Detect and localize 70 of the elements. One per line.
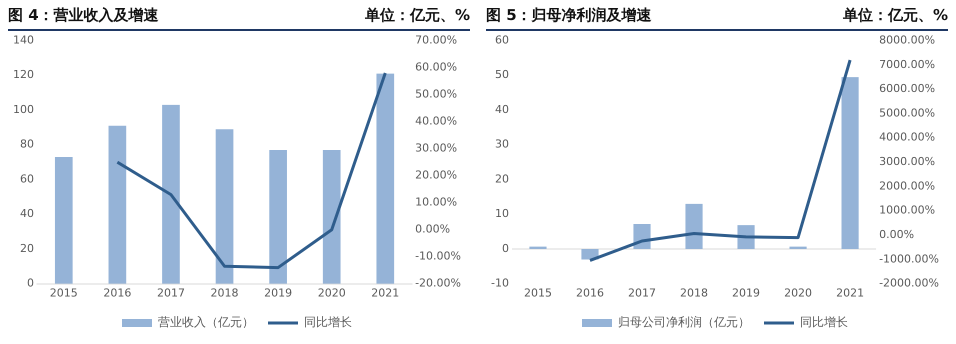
x-tick-label: 2021: [836, 286, 864, 300]
y2-tick-label: 3000.00%: [879, 155, 936, 168]
x-tick-label: 2020: [318, 286, 346, 300]
bar: [322, 150, 341, 284]
legend-label: 同比增长: [304, 315, 352, 330]
chart-title: 图 5：归母净利润及增速: [486, 6, 652, 25]
y2-tick-label: -20.00%: [415, 276, 462, 290]
y-tick-label: 30: [494, 138, 509, 151]
x-tick-label: 2015: [50, 286, 78, 300]
x-tick-label: 2017: [156, 286, 185, 300]
y-tick-label: 120: [12, 68, 34, 82]
bar: [162, 104, 180, 284]
y-tick-label: 60: [20, 172, 34, 186]
y2-tick-label: 2000.00%: [879, 179, 936, 192]
y2-tick-label: 50.00%: [415, 88, 458, 101]
bar: [216, 129, 234, 284]
y-tick-label: 50: [494, 68, 509, 82]
y2-tick-label: 0.00%: [879, 228, 914, 242]
bar: [842, 77, 859, 250]
bar: [54, 156, 73, 284]
y2-tick-label: 1000.00%: [879, 204, 936, 217]
bar: [529, 246, 547, 250]
y2-tick-label: -2000.00%: [879, 276, 940, 290]
y2-tick-label: 60.00%: [415, 60, 458, 74]
y2-tick-label: 20.00%: [415, 168, 458, 182]
y-tick-label: 40: [494, 102, 509, 116]
y-tick-label: -10: [491, 276, 509, 290]
x-tick-label: 2018: [210, 286, 239, 300]
y-tick-label: 80: [20, 138, 34, 151]
bar: [685, 204, 703, 250]
x-tick-label: 2021: [371, 286, 400, 300]
x-tick-label: 2016: [103, 286, 132, 300]
x-tick-label: 2019: [732, 286, 760, 300]
bar: [269, 150, 287, 284]
y2-tick-label: -10.00%: [415, 250, 462, 263]
bar: [108, 126, 126, 284]
y-tick-label: 40: [20, 207, 34, 220]
y-tick-label: 60: [494, 33, 509, 46]
y-tick-label: 20: [494, 172, 509, 186]
chart-title: 图 4：营业收入及增速: [8, 6, 159, 25]
y-tick-label: 100: [12, 102, 34, 116]
y2-tick-label: 8000.00%: [879, 33, 936, 46]
y-tick-label: 20: [20, 242, 34, 255]
x-tick-label: 2016: [576, 286, 604, 300]
y2-tick-label: 70.00%: [415, 33, 458, 46]
y2-tick-label: 10.00%: [415, 196, 458, 209]
legend-label: 营业收入（亿元）: [158, 315, 254, 330]
x-tick-label: 2015: [524, 286, 552, 300]
legend-label: 归母公司净利润（亿元）: [618, 315, 750, 330]
y2-tick-label: 40.00%: [415, 114, 458, 128]
bar: [376, 74, 394, 284]
x-tick-label: 2019: [264, 286, 292, 300]
chart-subtitle: 单位：亿元、%: [842, 6, 948, 25]
legend-label: 同比增长: [800, 315, 848, 330]
y2-tick-label: 6000.00%: [879, 82, 936, 96]
y2-tick-label: 30.00%: [415, 142, 458, 155]
y-tick-label: 140: [12, 33, 34, 46]
y-tick-label: 0: [502, 242, 509, 255]
y2-tick-label: 0.00%: [415, 222, 450, 236]
x-tick-label: 2018: [680, 286, 708, 300]
x-tick-label: 2020: [784, 286, 812, 300]
y2-tick-label: 7000.00%: [879, 58, 936, 71]
y2-tick-label: 5000.00%: [879, 106, 936, 120]
y-tick-label: 10: [494, 207, 509, 220]
x-tick-label: 2017: [628, 286, 656, 300]
chart-subtitle: 单位：亿元、%: [364, 6, 470, 25]
y-tick-label: 0: [26, 276, 34, 290]
y2-tick-label: -1000.00%: [879, 252, 940, 266]
y2-tick-label: 4000.00%: [879, 130, 936, 144]
bar: [789, 246, 807, 250]
